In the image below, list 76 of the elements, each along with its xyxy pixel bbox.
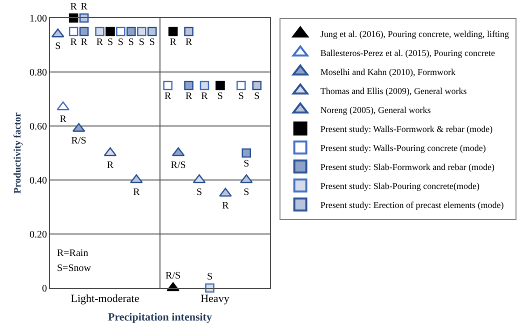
y-tick-label: 0.20 (30, 230, 47, 240)
point (56, 101, 70, 110)
data-label: R/S (166, 270, 181, 282)
data-label: S (107, 37, 114, 48)
x-tick-label: Light-moderate (70, 293, 140, 306)
point (168, 26, 178, 36)
data-label: R (96, 37, 104, 48)
data-label: R (185, 91, 192, 102)
annotation: R=Rain (57, 248, 88, 259)
data-label: S (196, 186, 202, 198)
point (130, 174, 143, 184)
point (219, 188, 232, 197)
data-label: R (185, 37, 192, 48)
point (116, 26, 126, 36)
data-label: S (244, 158, 250, 170)
data-label: R (70, 37, 78, 48)
y-tick-label: 0 (42, 284, 47, 294)
legend-label: Jung et al. (2016), Pouring concrete, welding, lifting (320, 29, 510, 40)
data-label: S (55, 40, 61, 52)
data-label: R (60, 114, 67, 125)
data-label: S (149, 37, 155, 48)
point (79, 26, 89, 36)
y-axis-title: Productivity factor (12, 112, 24, 194)
point (200, 80, 210, 90)
data-label: R (80, 2, 88, 12)
data-label: S (244, 186, 250, 198)
y-tick-label: 0.40 (30, 176, 47, 186)
data-label: R (164, 91, 172, 102)
y-tick-label: 0.80 (30, 68, 47, 78)
data-label: R (80, 37, 88, 48)
data-label: R (201, 91, 208, 102)
point (242, 148, 252, 158)
legend-label: Thomas and Ellis (2009), General works (320, 86, 468, 96)
point (236, 80, 246, 90)
point (184, 80, 194, 90)
data-label: S (138, 37, 144, 48)
data-label: R (106, 160, 114, 171)
legend-label: Present study: Slab-Formwork and rebar (mode) (320, 162, 495, 172)
y-tick-label: 1.00 (30, 14, 47, 24)
point (68, 26, 78, 36)
y-tick-label: 0.60 (30, 122, 47, 132)
data-label: S (128, 37, 134, 48)
legend-label: Present study: Erection of precast elements (mode) (320, 200, 504, 210)
data-label: S (118, 37, 124, 48)
data-label: S (238, 91, 244, 102)
point (126, 26, 136, 36)
point (163, 80, 172, 90)
data-label: R (133, 186, 140, 198)
point (106, 26, 115, 36)
x-axis-title: Precipitation intensity (108, 311, 212, 324)
data-label: R (170, 37, 177, 48)
legend-label: Ballesteros-Perez et al. (2015), Pouring concrete (320, 48, 496, 58)
data-label: S (254, 91, 260, 102)
data-label: S (217, 91, 223, 102)
point (172, 147, 185, 156)
point (104, 147, 117, 156)
legend-label: Noreng (2005), General works (320, 105, 432, 116)
point (95, 26, 104, 36)
point (240, 174, 253, 184)
data-label: R (222, 200, 230, 212)
legend-label: Moselhi and Kahn (2010), Formwork (320, 67, 456, 78)
point (184, 26, 194, 36)
point (216, 80, 225, 90)
point (252, 80, 262, 90)
point (137, 26, 146, 36)
point (192, 174, 206, 184)
data-label: R (70, 2, 78, 12)
legend-label: Present study: Slab-Pouring concrete(mode) (320, 181, 480, 192)
point (147, 26, 157, 36)
x-tick-label: Heavy (200, 293, 230, 306)
legend-label: Present study: Walls-Formwork & rebar (mode) (320, 124, 493, 134)
data-label: S (206, 272, 213, 282)
annotation: S=Snow (57, 263, 92, 274)
data-label: R/S (170, 160, 186, 171)
data-label: R/S (71, 135, 86, 146)
legend-label: Present study: Walls-Pouring concrete (mode) (320, 143, 486, 154)
